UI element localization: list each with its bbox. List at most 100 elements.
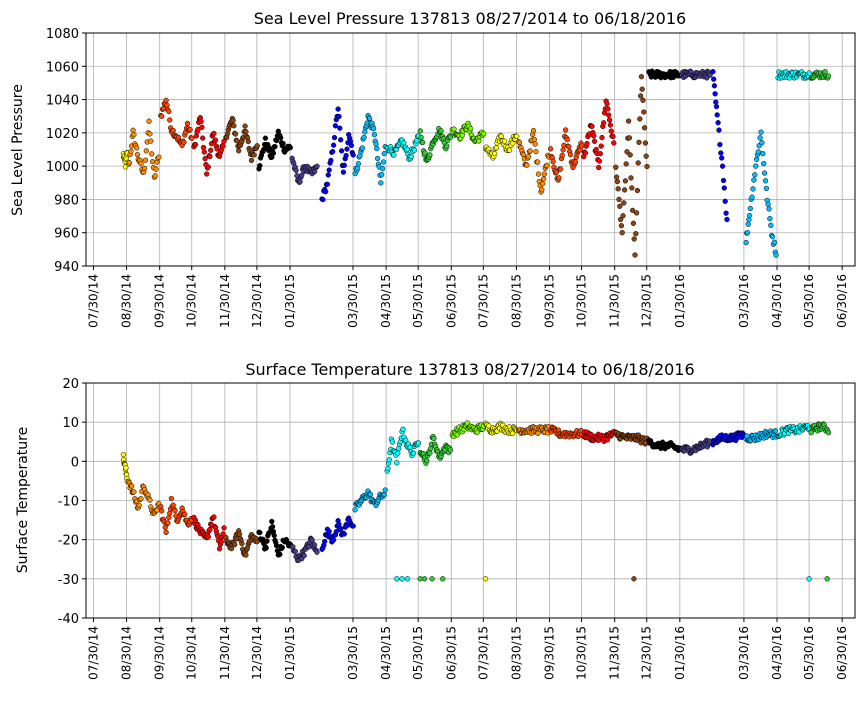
data-point <box>207 153 213 160</box>
data-point <box>623 161 629 167</box>
data-point <box>271 532 277 539</box>
x-tick-label: 07/30/15 <box>476 626 490 680</box>
data-point <box>721 185 727 191</box>
series-jan-2016 <box>646 68 683 81</box>
series-mar-2016 <box>710 69 730 223</box>
data-point <box>273 137 280 144</box>
x-tick-label: 04/30/16 <box>770 626 784 680</box>
data-point <box>163 529 169 536</box>
data-point <box>208 147 214 153</box>
y-tick-label: 940 <box>54 260 79 275</box>
data-point <box>618 223 625 229</box>
data-point <box>404 146 410 153</box>
series-apr-2015 <box>352 112 388 186</box>
data-point <box>422 150 428 156</box>
y-tick-label: 1000 <box>46 160 79 175</box>
series-aug-2014 <box>120 451 130 485</box>
data-point <box>749 194 755 200</box>
data-point <box>403 437 409 443</box>
data-point <box>707 72 713 78</box>
data-point <box>806 70 812 76</box>
data-point <box>767 215 773 222</box>
x-tick-label: 07/30/15 <box>476 274 490 328</box>
data-marks <box>120 68 832 258</box>
data-point <box>510 430 516 436</box>
data-point <box>355 161 362 167</box>
data-point <box>352 507 358 513</box>
data-point <box>395 450 401 456</box>
data-point <box>380 159 387 165</box>
data-point <box>626 135 633 141</box>
data-point <box>386 457 392 463</box>
data-point <box>582 150 589 156</box>
data-point <box>617 203 623 209</box>
data-point <box>128 483 135 489</box>
x-ticks: 07/30/14 08/30/14 09/30/14 10/30/14 11/30/14… <box>86 618 849 680</box>
series-aug-2015 <box>482 132 520 161</box>
x-tick-label: 12/30/14 <box>250 626 264 680</box>
data-point <box>525 154 532 160</box>
data-point <box>322 189 329 195</box>
data-point <box>311 542 318 548</box>
data-point <box>544 162 550 169</box>
data-point <box>713 99 719 105</box>
data-point <box>464 420 470 426</box>
data-point <box>637 116 643 122</box>
data-point <box>328 157 334 164</box>
data-point <box>751 177 757 183</box>
data-point <box>211 130 217 137</box>
x-tick-label: 03/30/15 <box>346 274 360 328</box>
data-point <box>757 135 763 141</box>
data-point <box>610 133 616 140</box>
data-point <box>230 117 236 124</box>
data-point <box>338 137 344 143</box>
data-point <box>597 151 603 157</box>
series-dec-2015 <box>613 429 650 447</box>
data-point <box>266 145 273 151</box>
data-point <box>625 118 632 124</box>
data-point <box>341 531 347 537</box>
data-point <box>336 113 342 120</box>
data-point <box>562 127 569 133</box>
data-point <box>269 524 276 530</box>
data-point <box>451 126 457 132</box>
data-point <box>567 152 574 158</box>
data-point <box>277 551 283 558</box>
data-point <box>269 518 275 525</box>
data-marks <box>120 420 832 582</box>
data-point <box>270 150 277 156</box>
data-point <box>501 138 508 144</box>
data-point <box>619 230 625 236</box>
series-may-2015 <box>384 426 422 474</box>
data-point <box>621 187 628 193</box>
data-point <box>616 196 622 203</box>
data-point <box>187 127 193 133</box>
data-point <box>152 173 158 179</box>
x-tick-label: 09/30/14 <box>153 274 167 328</box>
data-point <box>164 102 170 108</box>
data-point <box>714 112 720 118</box>
data-point <box>605 106 611 112</box>
data-point <box>389 439 396 445</box>
data-point <box>627 152 633 158</box>
sea-level-pressure-panel: Sea Level Pressure 137813 08/27/2014 to … <box>10 9 856 328</box>
y-axis-label: Surface Temperature <box>15 427 31 573</box>
data-point <box>192 517 199 524</box>
y-tick-label: 1040 <box>46 94 79 109</box>
data-point <box>159 508 165 514</box>
data-point <box>506 147 513 153</box>
outlier-point <box>394 576 400 582</box>
data-point <box>540 181 546 187</box>
data-point <box>248 157 255 164</box>
data-point <box>640 97 646 103</box>
data-point <box>717 141 723 148</box>
series-dec-2014 <box>223 115 260 164</box>
data-point <box>447 134 454 140</box>
data-point <box>744 230 751 236</box>
data-point <box>120 451 127 458</box>
y-tick-label: 0 <box>71 455 79 470</box>
series-jun-2015 <box>417 433 454 466</box>
series-jun-2016 <box>808 421 832 436</box>
plot-frame <box>85 32 856 267</box>
